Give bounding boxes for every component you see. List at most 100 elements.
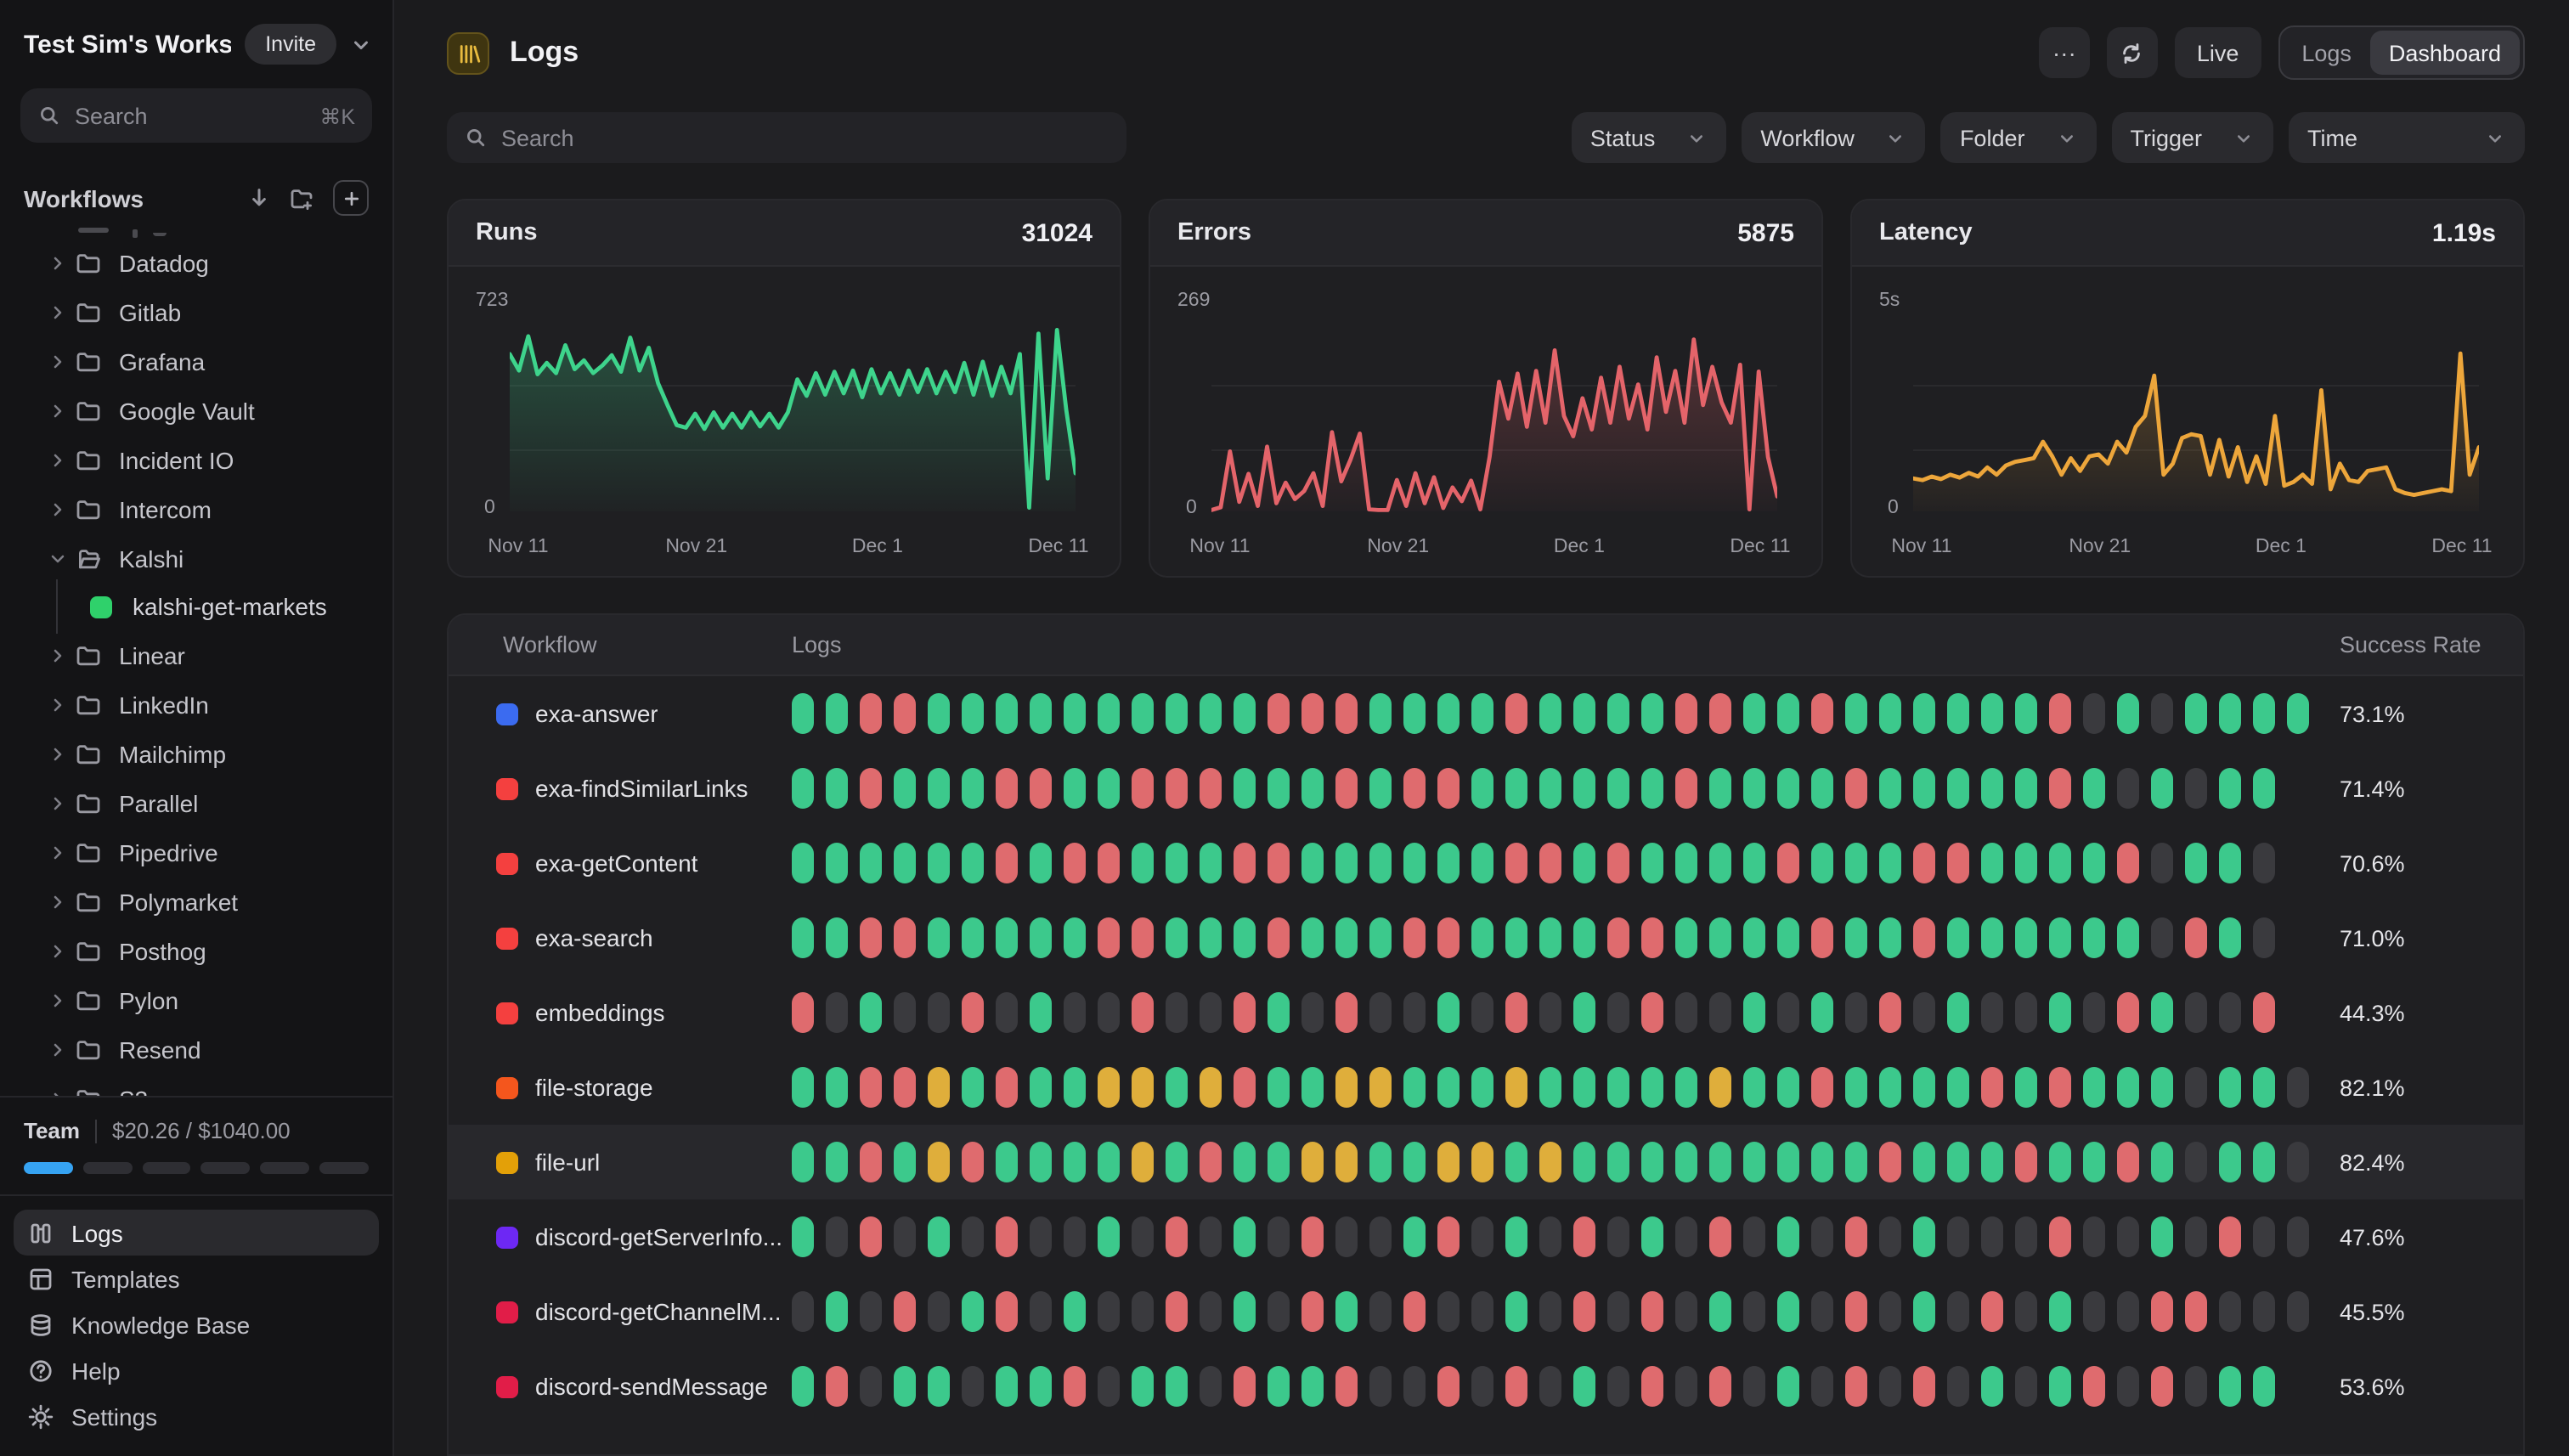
log-status-bar[interactable] <box>1607 1216 1629 1257</box>
log-status-bar[interactable] <box>894 693 916 734</box>
log-status-bar[interactable] <box>2219 1216 2241 1257</box>
log-status-bar[interactable] <box>2253 917 2275 958</box>
log-status-bar[interactable] <box>928 1291 950 1332</box>
log-status-bar[interactable] <box>826 1142 848 1182</box>
log-status-bar[interactable] <box>1030 1291 1052 1332</box>
log-status-bar[interactable] <box>1200 917 1222 958</box>
log-status-bar[interactable] <box>2151 693 2173 734</box>
log-status-bar[interactable] <box>2015 693 2037 734</box>
log-status-bar[interactable] <box>2253 1067 2275 1108</box>
log-status-bar[interactable] <box>1505 693 1527 734</box>
log-status-bar[interactable] <box>1030 1366 1052 1407</box>
log-status-bar[interactable] <box>1607 917 1629 958</box>
log-status-bar[interactable] <box>1132 843 1154 883</box>
log-status-bar[interactable] <box>1675 1366 1697 1407</box>
log-status-bar[interactable] <box>2083 768 2105 809</box>
log-status-bar[interactable] <box>1573 992 1595 1033</box>
log-status-bar[interactable] <box>1981 1366 2003 1407</box>
log-status-bar[interactable] <box>2219 917 2241 958</box>
sidebar-folder-mailchimp[interactable]: Mailchimp <box>0 729 379 778</box>
log-status-bar[interactable] <box>1675 1067 1697 1108</box>
table-row-exa-search[interactable]: exa-search 71.0% <box>449 900 2523 975</box>
log-status-bar[interactable] <box>1709 917 1731 958</box>
log-status-bar[interactable] <box>1913 693 1935 734</box>
log-status-bar[interactable] <box>860 992 882 1033</box>
log-status-bar[interactable] <box>792 693 814 734</box>
log-status-bar[interactable] <box>1132 917 1154 958</box>
log-status-bar[interactable] <box>1030 1067 1052 1108</box>
log-status-bar[interactable] <box>2015 843 2037 883</box>
log-status-bar[interactable] <box>894 1067 916 1108</box>
log-status-bar[interactable] <box>1539 917 1561 958</box>
log-status-bar[interactable] <box>894 992 916 1033</box>
log-status-bar[interactable] <box>2151 917 2173 958</box>
log-status-bar[interactable] <box>1369 1142 1392 1182</box>
live-button[interactable]: Live <box>2175 27 2261 78</box>
log-status-bar[interactable] <box>1200 1067 1222 1108</box>
sidebar-folder-s3[interactable]: S3 <box>0 1074 379 1096</box>
log-status-bar[interactable] <box>1573 917 1595 958</box>
table-row-file-storage[interactable]: file-storage 82.1% <box>449 1050 2523 1125</box>
log-status-bar[interactable] <box>1098 992 1120 1033</box>
sidebar-item-help[interactable]: Help <box>14 1347 379 1393</box>
log-status-bar[interactable] <box>1709 693 1731 734</box>
log-status-bar[interactable] <box>1879 1291 1901 1332</box>
log-status-bar[interactable] <box>860 1291 882 1332</box>
log-status-bar[interactable] <box>1607 992 1629 1033</box>
log-status-bar[interactable] <box>928 917 950 958</box>
log-status-bar[interactable] <box>826 1216 848 1257</box>
log-status-bar[interactable] <box>1573 1216 1595 1257</box>
log-status-bar[interactable] <box>1709 1216 1731 1257</box>
log-status-bar[interactable] <box>2117 1067 2139 1108</box>
log-status-bar[interactable] <box>1403 1366 1426 1407</box>
log-status-bar[interactable] <box>1981 1142 2003 1182</box>
log-status-bar[interactable] <box>1437 693 1460 734</box>
log-status-bar[interactable] <box>2253 1142 2275 1182</box>
log-status-bar[interactable] <box>1811 693 1833 734</box>
log-status-bar[interactable] <box>1200 768 1222 809</box>
log-status-bar[interactable] <box>996 843 1018 883</box>
log-status-bar[interactable] <box>1098 917 1120 958</box>
log-status-bar[interactable] <box>1437 1216 1460 1257</box>
log-status-bar[interactable] <box>1811 1142 1833 1182</box>
log-status-bar[interactable] <box>2117 843 2139 883</box>
log-status-bar[interactable] <box>1471 693 1493 734</box>
table-row-discord-getchannelm[interactable]: discord-getChannelM... 45.5% <box>449 1274 2523 1349</box>
log-status-bar[interactable] <box>1845 1067 1867 1108</box>
log-status-bar[interactable] <box>1913 843 1935 883</box>
log-status-bar[interactable] <box>1607 1067 1629 1108</box>
log-status-bar[interactable] <box>2117 1216 2139 1257</box>
log-status-bar[interactable] <box>2151 1366 2173 1407</box>
log-status-bar[interactable] <box>860 768 882 809</box>
log-status-bar[interactable] <box>1064 917 1086 958</box>
log-status-bar[interactable] <box>1505 1067 1527 1108</box>
log-status-bar[interactable] <box>1641 1067 1663 1108</box>
log-status-bar[interactable] <box>1234 917 1256 958</box>
log-status-bar[interactable] <box>1981 1216 2003 1257</box>
new-folder-icon[interactable] <box>289 184 316 212</box>
filter-dropdown-folder[interactable]: Folder <box>1941 112 2097 163</box>
log-status-bar[interactable] <box>996 917 1018 958</box>
log-status-bar[interactable] <box>1234 1067 1256 1108</box>
log-status-bar[interactable] <box>1539 693 1561 734</box>
log-status-bar[interactable] <box>1981 768 2003 809</box>
log-status-bar[interactable] <box>1879 992 1901 1033</box>
log-status-bar[interactable] <box>1947 843 1969 883</box>
log-status-bar[interactable] <box>1268 768 1290 809</box>
log-status-bar[interactable] <box>1268 992 1290 1033</box>
log-status-bar[interactable] <box>1641 1291 1663 1332</box>
log-status-bar[interactable] <box>1743 1366 1765 1407</box>
log-status-bar[interactable] <box>2253 1216 2275 1257</box>
sidebar-folder-pipedrive[interactable]: Pipedrive <box>0 827 379 877</box>
log-status-bar[interactable] <box>1030 768 1052 809</box>
log-status-bar[interactable] <box>1675 693 1697 734</box>
log-status-bar[interactable] <box>792 917 814 958</box>
log-status-bar[interactable] <box>1471 1366 1493 1407</box>
log-status-bar[interactable] <box>2049 1291 2071 1332</box>
log-status-bar[interactable] <box>2015 1291 2037 1332</box>
sidebar-item-settings[interactable]: Settings <box>14 1393 379 1439</box>
log-status-bar[interactable] <box>1403 843 1426 883</box>
log-status-bar[interactable] <box>2049 1067 2071 1108</box>
log-status-bar[interactable] <box>1743 917 1765 958</box>
log-status-bar[interactable] <box>1607 1366 1629 1407</box>
